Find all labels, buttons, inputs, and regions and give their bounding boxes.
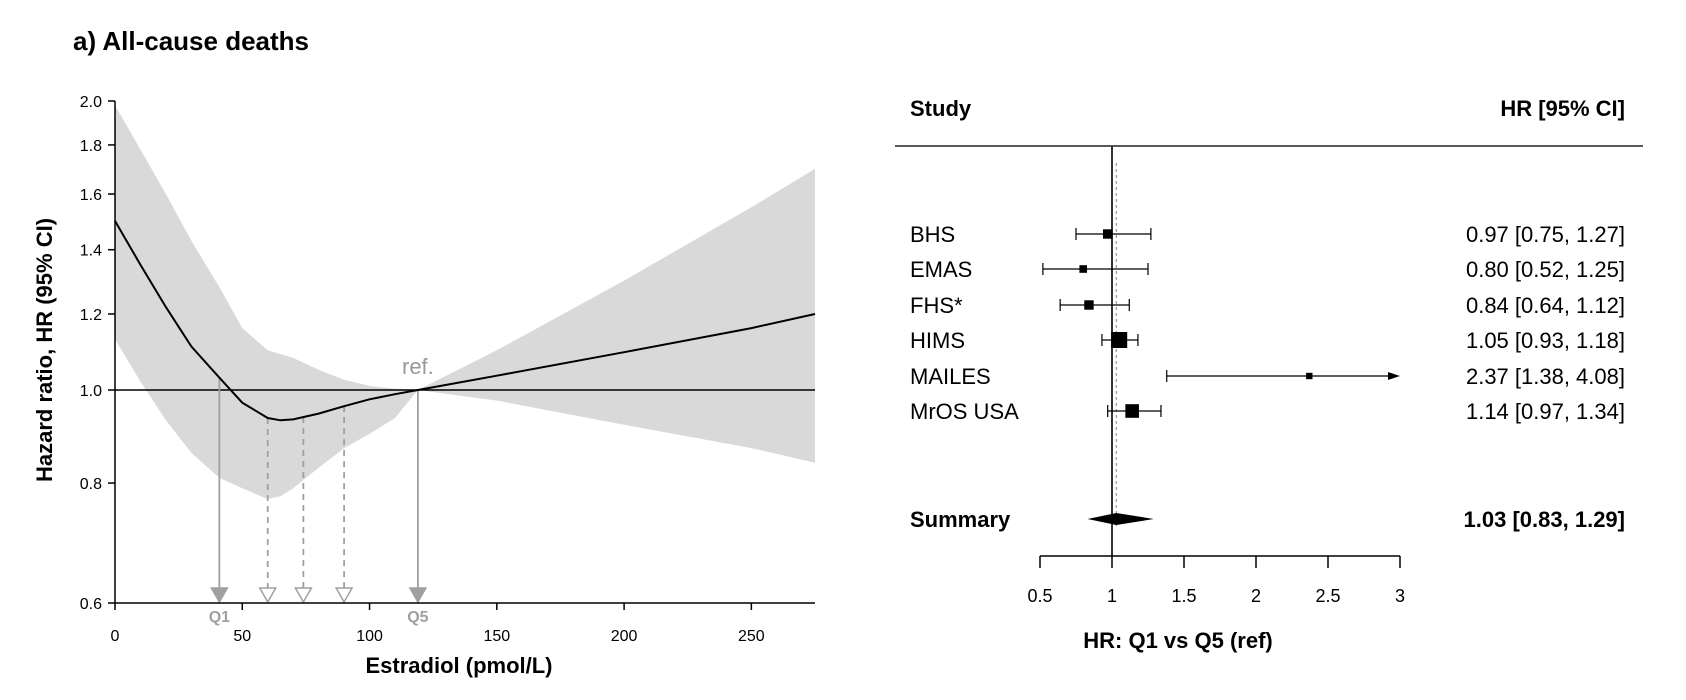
hr-line bbox=[114, 220, 816, 422]
ci-band-layer bbox=[115, 105, 815, 499]
study-name: MAILES bbox=[910, 364, 991, 389]
x-tick-label: 200 bbox=[611, 628, 638, 645]
summary-diamond bbox=[1087, 513, 1154, 525]
quintile-label: Q5 bbox=[407, 609, 428, 626]
quintile-marker-arrow bbox=[334, 587, 354, 604]
spline-chart: Q1 Q5 0.6 0.8 1.0 1.2 1.4 1.6 1.8 2.0 0 50 100 150 20… bbox=[32, 94, 816, 678]
forest-x-axis-label: HR: Q1 vs Q5 (ref) bbox=[1083, 628, 1273, 653]
y-tick-label: 1.4 bbox=[80, 243, 102, 260]
study-name: MrOS USA bbox=[910, 399, 1019, 424]
study-hr-label: 1.14 [0.97, 1.34] bbox=[1466, 399, 1625, 424]
summary-name: Summary bbox=[910, 507, 1011, 532]
hr-point bbox=[1125, 404, 1139, 418]
y-tick-label: 1.0 bbox=[80, 383, 102, 400]
forest-x-tick-label: 3 bbox=[1395, 586, 1405, 606]
quintile-marker-arrow bbox=[210, 587, 229, 604]
y-tick-label: 1.6 bbox=[80, 187, 102, 204]
study-hr-label: 0.97 [0.75, 1.27] bbox=[1466, 222, 1625, 247]
study-hr-label: 0.84 [0.64, 1.12] bbox=[1466, 293, 1625, 318]
quintile-markers-layer: Q1 Q5 bbox=[209, 377, 429, 626]
hr-column-header: HR [95% CI] bbox=[1500, 96, 1625, 121]
forest-x-tick-label: 2.5 bbox=[1315, 586, 1340, 606]
hr-point bbox=[1306, 372, 1313, 380]
study-column-header: Study bbox=[910, 96, 972, 121]
hr-point bbox=[1079, 265, 1087, 273]
study-hr-label: 1.05 [0.93, 1.18] bbox=[1466, 328, 1625, 353]
x-tick-label: 150 bbox=[483, 628, 510, 645]
hr-point bbox=[1102, 229, 1113, 239]
forest-x-tick-label: 1 bbox=[1107, 586, 1117, 606]
hr-line-layer bbox=[114, 220, 816, 422]
hr-point bbox=[1111, 332, 1128, 348]
study-name: BHS bbox=[910, 222, 955, 247]
forest-plot: Study HR [95% CI] BHS 0.97 [0.75, 1.27] EM… bbox=[895, 96, 1643, 653]
forest-x-tick-label: 2 bbox=[1251, 586, 1261, 606]
summary-hr-label: 1.03 [0.83, 1.29] bbox=[1464, 507, 1625, 532]
quintile-marker-arrow bbox=[258, 587, 278, 604]
study-name: HIMS bbox=[910, 328, 965, 353]
forest-x-tick-label: 1.5 bbox=[1171, 586, 1196, 606]
y-tick-label: 0.6 bbox=[80, 596, 102, 613]
panel-title: a) All-cause deaths bbox=[73, 26, 309, 56]
y-tick-label: 0.8 bbox=[80, 476, 102, 493]
ci-band bbox=[115, 105, 815, 499]
quintile-marker-arrow bbox=[294, 587, 313, 604]
forest-rows-layer: BHS 0.97 [0.75, 1.27] EMAS 0.80 [0.52, 1.25… bbox=[910, 146, 1625, 606]
study-name: EMAS bbox=[910, 257, 972, 282]
y-tick-label: 2.0 bbox=[80, 94, 102, 111]
y-axis-label: Hazard ratio, HR (95% CI) bbox=[32, 218, 57, 482]
quintile-marker-arrow bbox=[408, 587, 428, 604]
ci-arrow bbox=[1388, 372, 1400, 380]
quintile-label: Q1 bbox=[209, 609, 230, 626]
study-name: FHS* bbox=[910, 293, 963, 318]
reference-label: ref. bbox=[402, 354, 434, 379]
x-tick-label: 250 bbox=[738, 628, 765, 645]
hr-point bbox=[1084, 300, 1094, 310]
x-tick-label: 0 bbox=[111, 628, 120, 645]
study-hr-label: 2.37 [1.38, 4.08] bbox=[1466, 364, 1625, 389]
x-tick-label: 100 bbox=[356, 628, 383, 645]
y-tick-label: 1.8 bbox=[80, 138, 102, 155]
x-tick-label: 50 bbox=[233, 628, 251, 645]
y-tick-label: 1.2 bbox=[80, 307, 102, 324]
axes-layer: 0.6 0.8 1.0 1.2 1.4 1.6 1.8 2.0 0 50 100 150 200 250 bbox=[80, 94, 815, 645]
x-axis-label: Estradiol (pmol/L) bbox=[366, 653, 553, 678]
forest-x-tick-label: 0.5 bbox=[1027, 586, 1052, 606]
study-hr-label: 0.80 [0.52, 1.25] bbox=[1466, 257, 1625, 282]
